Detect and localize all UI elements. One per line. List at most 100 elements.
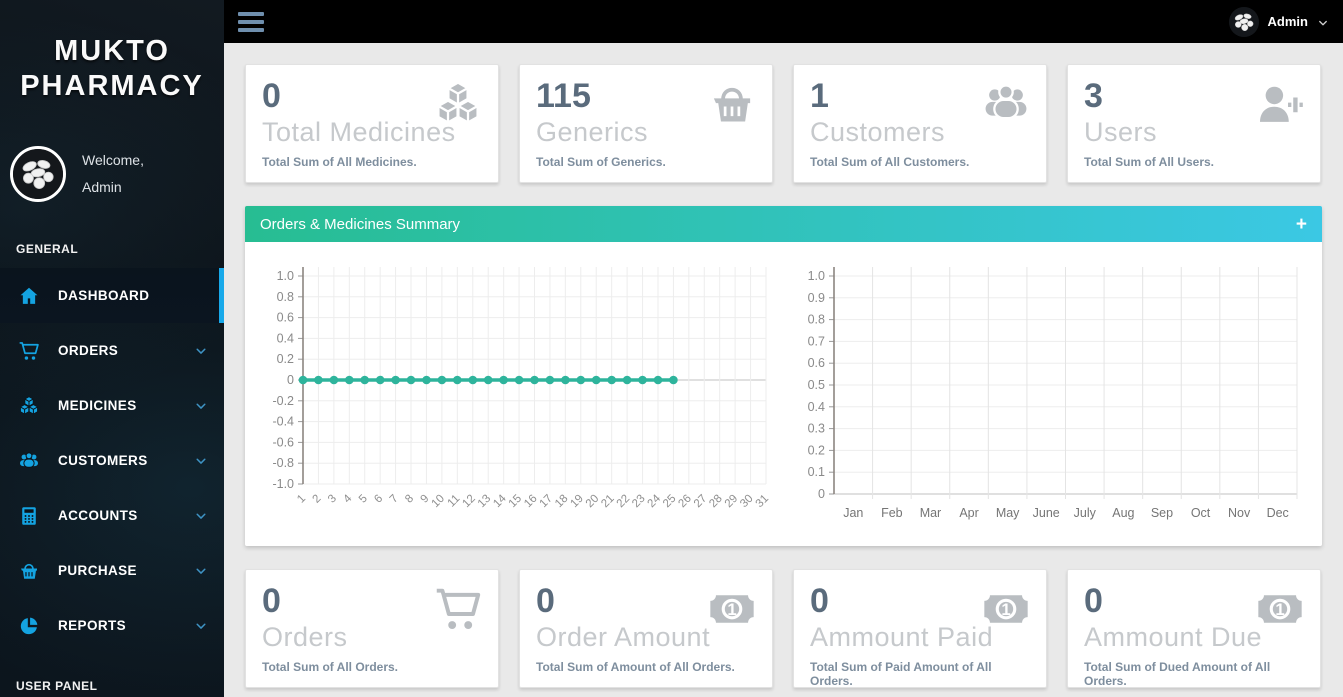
dashboard-content: 0 Total Medicines Total Sum of All Medicin… — [224, 43, 1343, 697]
stat-label: Total Medicines — [262, 117, 456, 147]
sidebar-item-label: DASHBOARD — [58, 288, 150, 303]
svg-text:0.1: 0.1 — [808, 465, 825, 479]
stat-label: Ammount Due — [1084, 622, 1263, 652]
svg-text:-0.8: -0.8 — [272, 456, 294, 470]
chevron-down-icon — [194, 399, 208, 413]
cart-icon — [17, 339, 41, 363]
svg-text:0: 0 — [818, 487, 825, 501]
stat-card-ammount-paid: 0 1 Ammount Paid Total Sum of Paid Amount o… — [793, 569, 1047, 688]
sidebar-item-reports[interactable]: REPORTS — [0, 598, 224, 653]
svg-text:0.9: 0.9 — [808, 291, 825, 305]
brand-line2: PHARMACY — [20, 70, 204, 102]
stat-description: Total Sum of Paid Amount of All Orders. — [810, 660, 992, 688]
sidebar-item-customers[interactable]: CUSTOMERS — [0, 433, 224, 488]
stat-value: 1 — [810, 77, 829, 115]
svg-text:0.3: 0.3 — [808, 422, 825, 436]
svg-text:June: June — [1033, 506, 1060, 520]
svg-text:Jan: Jan — [843, 506, 863, 520]
sidebar-item-label: CUSTOMERS — [58, 453, 148, 468]
stat-description: Total Sum of Generics. — [536, 155, 666, 169]
stat-card-ammount-due: 0 1 Ammount Due Total Sum of Dued Amount of… — [1067, 569, 1321, 688]
welcome-line2: Admin — [82, 179, 122, 195]
svg-text:-0.2: -0.2 — [272, 394, 294, 408]
basket-icon — [17, 559, 41, 583]
monthly-summary-chart: 0 0.1 0.2 0.3 0.4 0.5 0.6 0.7 0.8 0.9 1.0 Jan Feb Mar… — [788, 260, 1303, 530]
sidebar: MUKTO PHARMACY Welcome, Admin GENERAL DAS… — [0, 0, 224, 697]
sidebar-item-orders[interactable]: ORDERS — [0, 323, 224, 378]
stat-value: 0 — [262, 582, 281, 620]
cubes-icon — [433, 79, 483, 134]
svg-text:0.4: 0.4 — [808, 400, 825, 414]
svg-text:1: 1 — [727, 600, 736, 619]
svg-text:0.2: 0.2 — [277, 352, 294, 366]
welcome-text: Welcome, Admin — [82, 147, 144, 201]
svg-text:Feb: Feb — [881, 506, 903, 520]
stat-value: 0 — [810, 582, 829, 620]
sidebar-nav: GENERAL DASHBOARD ORDERS MEDICINES CUSTOMERS… — [0, 242, 224, 697]
sidebar-item-label: ACCOUNTS — [58, 508, 138, 523]
welcome-block: Welcome, Admin — [0, 104, 224, 202]
chevron-down-icon — [194, 454, 208, 468]
stat-label: Customers — [810, 117, 946, 147]
stat-card-total-medicines: 0 Total Medicines Total Sum of All Medicin… — [245, 64, 499, 183]
sidebar-item-label: ORDERS — [58, 343, 119, 358]
admin-dropdown[interactable]: Admin — [1228, 6, 1329, 37]
stats-row-top: 0 Total Medicines Total Sum of All Medicin… — [245, 64, 1322, 183]
svg-text:0.8: 0.8 — [277, 290, 294, 304]
svg-text:1.0: 1.0 — [277, 269, 294, 283]
svg-text:Sep: Sep — [1151, 506, 1173, 520]
sidebar-item-label: REPORTS — [58, 618, 127, 633]
svg-text:Aug: Aug — [1112, 506, 1134, 520]
stat-value: 115 — [536, 77, 591, 115]
money-bill-icon: 1 — [704, 584, 760, 639]
svg-text:0.5: 0.5 — [808, 378, 825, 392]
money-bill-icon: 1 — [1252, 584, 1308, 639]
brand-line1: MUKTO — [54, 35, 170, 67]
stat-label: Ammount Paid — [810, 622, 994, 652]
sidebar-item-dashboard[interactable]: DASHBOARD — [0, 268, 224, 323]
sidebar-item-medicines[interactable]: MEDICINES — [0, 378, 224, 433]
svg-text:0: 0 — [287, 373, 294, 387]
sidebar-item-purchase[interactable]: PURCHASE — [0, 543, 224, 598]
brand-logo: MUKTO PHARMACY — [0, 0, 224, 104]
stat-label: Orders — [262, 622, 348, 652]
sidebar-section-label: USER PANEL — [16, 679, 98, 693]
svg-text:0.6: 0.6 — [277, 311, 294, 325]
svg-text:1: 1 — [1001, 600, 1010, 619]
topbar: Admin — [224, 0, 1343, 43]
sidebar-item-label: MEDICINES — [58, 398, 137, 413]
summary-panel-body: -1.0 -0.8 -0.6 -0.4 -0.2 0 0.2 0.4 0.6 0.8 1.0 1 2 3 4… — [245, 242, 1322, 546]
sidebar-section-label: GENERAL — [16, 242, 79, 256]
hamburger-icon[interactable] — [238, 11, 264, 32]
stat-value: 3 — [1084, 77, 1103, 115]
stat-card-order-amount: 0 1 Order Amount Total Sum of Amount of All… — [519, 569, 773, 688]
sidebar-item-accounts[interactable]: ACCOUNTS — [0, 488, 224, 543]
stat-description: Total Sum of All Orders. — [262, 660, 399, 674]
panel-title: Orders & Medicines Summary — [260, 215, 461, 233]
svg-text:July: July — [1074, 506, 1097, 520]
daily-orders-chart: -1.0 -0.8 -0.6 -0.4 -0.2 0 0.2 0.4 0.6 0.8 1.0 1 2 3 4… — [257, 260, 772, 530]
svg-text:-0.6: -0.6 — [272, 435, 294, 449]
svg-text:0.8: 0.8 — [808, 313, 825, 327]
stat-description: Total Sum of Amount of All Orders. — [536, 660, 735, 674]
stat-card-users: 3 Users Total Sum of All Users. — [1067, 64, 1321, 183]
svg-text:0.4: 0.4 — [277, 331, 294, 345]
basket-icon — [707, 79, 757, 134]
cubes-icon — [17, 394, 41, 418]
stat-card-orders: 0 Orders Total Sum of All Orders. — [245, 569, 499, 688]
svg-text:Apr: Apr — [959, 506, 978, 520]
users-icon — [17, 449, 41, 473]
chevron-down-icon — [194, 344, 208, 358]
main-area: Admin 0 Total Medicines Total Sum of All M… — [224, 0, 1343, 697]
stat-value: 0 — [1084, 582, 1103, 620]
stat-description: Total Sum of All Users. — [1084, 155, 1215, 169]
stat-description: Total Sum of All Medicines. — [262, 155, 417, 169]
svg-text:-0.4: -0.4 — [272, 415, 294, 429]
chevron-down-icon — [1317, 16, 1329, 28]
stat-label: Users — [1084, 117, 1158, 147]
summary-panel-header: Orders & Medicines Summary + — [245, 206, 1322, 242]
panel-expand-button[interactable]: + — [1295, 213, 1307, 235]
svg-text:-1.0: -1.0 — [272, 477, 294, 491]
svg-text:1.0: 1.0 — [808, 269, 825, 283]
